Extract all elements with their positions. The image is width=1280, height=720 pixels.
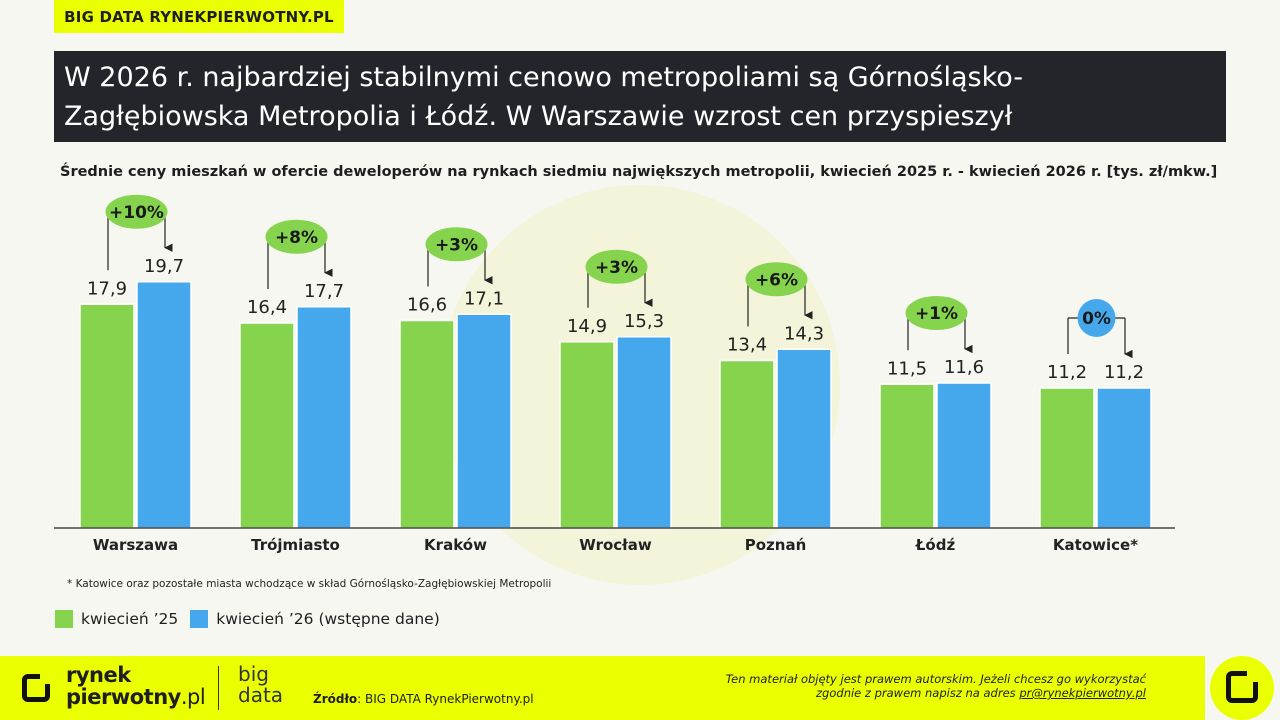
- value-label-2025-6: 11,2: [1047, 362, 1087, 383]
- title-line-1: W 2026 r. najbardziej stabilnymi cenowo …: [64, 62, 1024, 93]
- change-badge-6: [1077, 299, 1116, 337]
- value-label-2025-4: 13,4: [727, 335, 767, 356]
- value-label-2025-0: 17,9: [87, 278, 127, 299]
- change-label-1: +8%: [275, 228, 318, 248]
- change-label-3: +3%: [595, 258, 638, 278]
- category-label-4: Poznań: [745, 536, 807, 554]
- bar-2025-5: [879, 383, 935, 529]
- value-label-2026-3: 15,3: [624, 311, 664, 332]
- rynekpierwotny-logo-icon: [22, 674, 50, 702]
- change-label-5: +1%: [915, 304, 958, 324]
- value-label-2026-1: 17,7: [304, 281, 344, 302]
- footer-bar: [0, 656, 1205, 720]
- bar-2026-5: [936, 382, 992, 529]
- legend-item-2026: kwiecień ’26 (wstępne dane): [190, 610, 440, 628]
- bigdata-logo-text: big data: [238, 662, 284, 707]
- change-label-0: +10%: [109, 203, 164, 223]
- category-label-3: Wrocław: [579, 536, 652, 554]
- bar-2026-2: [456, 313, 512, 529]
- chart-legend: kwiecień ’25 kwiecień ’26 (wstępne dane): [55, 610, 452, 628]
- bar-chart: 17,9 19,7 Warszawa +10% 16,4 17,7 Trójmiasto +8…: [54, 194, 1175, 554]
- change-label-6: 0%: [1082, 309, 1111, 329]
- category-label-5: Łódź: [915, 536, 956, 554]
- category-label-1: Trójmiasto: [251, 536, 340, 554]
- value-label-2025-1: 16,4: [247, 297, 287, 318]
- bar-2026-1: [296, 306, 352, 529]
- change-badge-2: [425, 227, 488, 262]
- bar-2025-0: [79, 303, 135, 529]
- corner-logo-badge: [1210, 656, 1274, 720]
- change-badge-0: [105, 194, 168, 229]
- bar-2026-4: [776, 348, 832, 529]
- change-label-2: +3%: [435, 235, 478, 255]
- page-title: W 2026 r. najbardziej stabilnymi cenowo …: [54, 51, 1226, 142]
- value-label-2025-2: 16,6: [407, 295, 447, 316]
- change-badge-5: [905, 296, 968, 330]
- brand-logo-text: rynek pierwotny.pl: [66, 663, 206, 709]
- bar-2026-0: [136, 281, 192, 529]
- brand-line-2: pierwotny.pl: [66, 685, 206, 709]
- bar-2025-3: [559, 341, 615, 529]
- change-label-4: +6%: [755, 270, 798, 290]
- change-badge-3: [585, 249, 648, 284]
- value-label-2026-6: 11,2: [1104, 362, 1144, 383]
- bar-2026-6: [1096, 387, 1152, 529]
- footer-divider: [218, 666, 219, 710]
- corner-logo-icon: [1226, 671, 1258, 703]
- value-label-2026-0: 19,7: [144, 256, 184, 277]
- category-label-2: Kraków: [424, 536, 487, 554]
- legend-swatch-green: [55, 610, 73, 628]
- copyright-note: Ten materiał objęty jest prawem autorski…: [725, 672, 1146, 700]
- bar-2025-4: [719, 359, 775, 529]
- change-badge-1: [265, 219, 328, 254]
- brand-line-1: rynek: [66, 663, 131, 687]
- value-label-2026-4: 14,3: [784, 323, 824, 344]
- value-label-2025-5: 11,5: [887, 358, 927, 379]
- change-badge-4: [745, 262, 808, 297]
- legend-swatch-blue: [190, 610, 209, 628]
- source-note: Źródło: BIG DATA RynekPierwotny.pl: [313, 692, 534, 706]
- bar-2025-6: [1039, 387, 1095, 529]
- value-label-2026-2: 17,1: [464, 288, 504, 309]
- category-label-6: Katowice*: [1053, 536, 1138, 554]
- bar-2025-2: [399, 319, 455, 529]
- legend-label-2026: kwiecień ’26 (wstępne dane): [216, 610, 440, 628]
- legend-label-2025: kwiecień ’25: [81, 610, 179, 628]
- value-label-2026-5: 11,6: [944, 357, 984, 378]
- chart-footnote: * Katowice oraz pozostałe miasta wchodzą…: [67, 578, 552, 590]
- value-label-2025-3: 14,9: [567, 316, 607, 337]
- title-line-2: Zagłębiowska Metropolia i Łódź. W Warsza…: [64, 101, 1013, 132]
- header-tag: BIG DATA RYNEKPIERWOTNY.PL: [54, 0, 344, 33]
- legend-item-2025: kwiecień ’25: [55, 610, 178, 628]
- contact-email-link[interactable]: pr@rynekpierwotny.pl: [1019, 686, 1146, 700]
- chart-subtitle: Średnie ceny mieszkań w ofercie dewelope…: [60, 164, 1218, 180]
- bar-2026-3: [616, 336, 672, 529]
- bar-2025-1: [239, 322, 295, 529]
- category-label-0: Warszawa: [93, 536, 178, 554]
